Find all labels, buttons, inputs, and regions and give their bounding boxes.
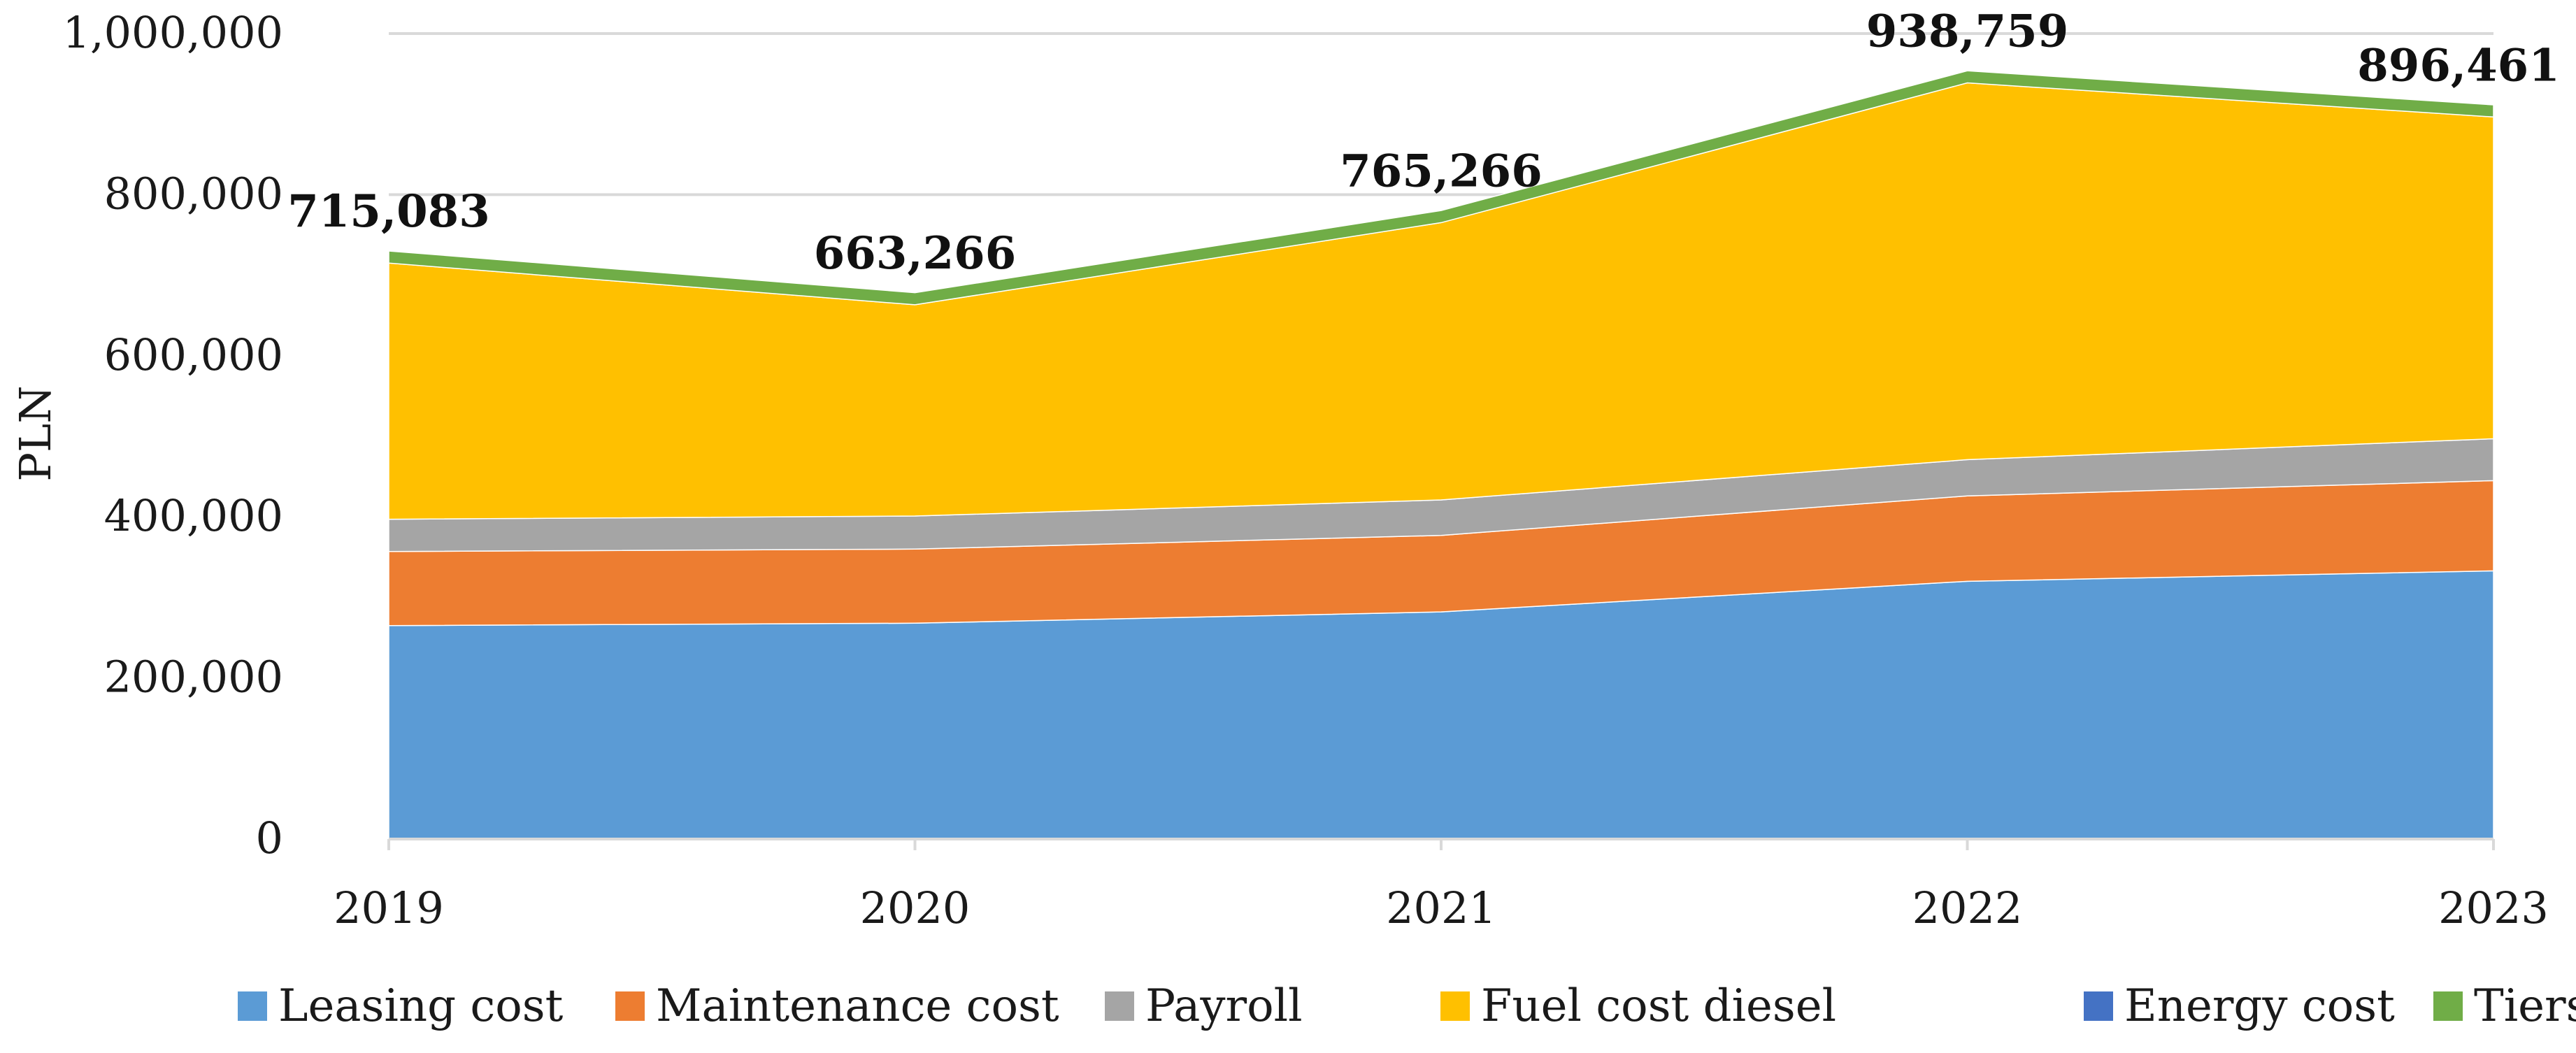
legend-label: Leasing cost [278, 980, 564, 1032]
legend-swatch [2084, 991, 2113, 1021]
area-tiers-cost [388, 70, 2494, 306]
stacked-areas [388, 70, 2494, 840]
y-tick-label: 600,000 [104, 329, 283, 380]
legend-label: Tiers cost [2474, 980, 2576, 1032]
total-data-label: 663,266 [814, 227, 1016, 280]
y-tick-label: 200,000 [104, 652, 283, 703]
legend-swatch [238, 991, 267, 1021]
x-tick-label: 2019 [334, 882, 444, 933]
legend-swatch [615, 991, 645, 1021]
legend-label: Payroll [1145, 980, 1303, 1032]
total-data-label: 715,083 [287, 185, 489, 238]
legend-swatch [2433, 991, 2463, 1021]
legend: Leasing cost Maintenance cost Payroll Fuel … [238, 980, 2576, 1032]
legend-swatch [1440, 991, 1470, 1021]
y-tick-label: 400,000 [104, 490, 283, 541]
x-tick-label: 2020 [860, 882, 971, 933]
total-labels: 715,083 663,266 765,266 938,759 896,461 [287, 6, 2559, 280]
y-tick-label: 0 [256, 812, 283, 864]
y-tick-label: 1,000,000 [62, 7, 283, 58]
total-data-label: 938,759 [1866, 6, 2068, 58]
legend-swatch [1105, 991, 1134, 1021]
legend-label: Maintenance cost [656, 980, 1059, 1032]
axes: 0 200,000 400,000 600,000 800,000 1,000,000 20… [62, 7, 2548, 933]
legend-label: Fuel cost diesel [1481, 980, 1836, 1032]
x-tick-label: 2021 [1386, 882, 1496, 933]
total-data-label: 896,461 [2357, 39, 2559, 92]
y-axis-title: PLN [10, 385, 61, 481]
y-tick-label: 800,000 [104, 168, 283, 219]
x-tick-label: 2022 [1912, 882, 2023, 933]
total-data-label: 765,266 [1340, 145, 1542, 197]
legend-label: Energy cost [2124, 980, 2395, 1032]
x-tick-label: 2023 [2438, 882, 2549, 933]
